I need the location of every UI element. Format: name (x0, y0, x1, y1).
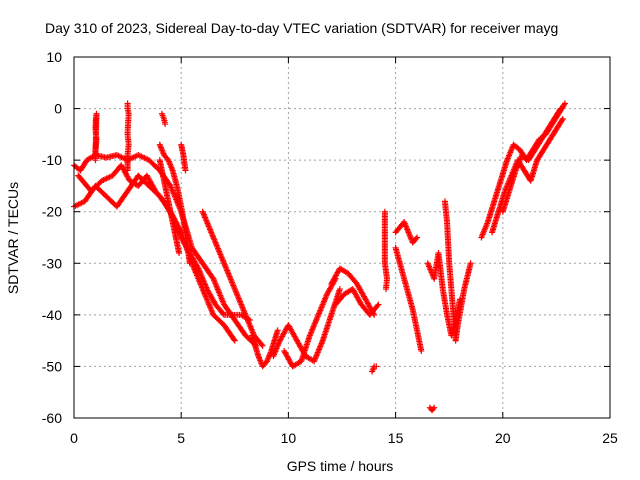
data-point (375, 301, 382, 308)
data-point (258, 341, 265, 348)
grid-lines (74, 57, 610, 418)
series-track-h (332, 286, 382, 318)
y-tick-label: 0 (54, 101, 62, 117)
y-axis-title: SDTVAR / TECUs (5, 182, 21, 294)
data-series (71, 100, 568, 414)
series-track-b (71, 172, 238, 344)
series-spike-3 (156, 157, 183, 256)
series-track-j (392, 244, 425, 354)
data-point (259, 342, 266, 349)
data-point (559, 115, 566, 122)
data-point (162, 121, 169, 128)
data-point (220, 310, 227, 317)
series-bottom-2 (369, 363, 380, 375)
y-tick-label: 10 (46, 49, 62, 65)
data-point (431, 404, 438, 411)
y-tick-label: -10 (42, 152, 62, 168)
data-point (418, 347, 425, 354)
data-point (561, 100, 568, 107)
series-spike-5 (178, 141, 189, 174)
data-point (556, 106, 563, 113)
data-point (124, 100, 131, 107)
series-tail-4 (156, 141, 193, 267)
x-tick-label: 10 (281, 430, 297, 446)
data-point (382, 286, 389, 293)
y-tick-label: -60 (42, 410, 62, 426)
series-rise-2 (489, 115, 566, 236)
data-point (412, 235, 419, 242)
data-point (559, 117, 566, 124)
y-tick-label: -30 (42, 255, 62, 271)
data-point (336, 286, 343, 293)
x-axis-title: GPS time / hours (287, 458, 394, 474)
series-track-l (441, 198, 474, 344)
data-point (414, 234, 421, 241)
series-bottom-1 (248, 327, 281, 370)
series-spike-8 (426, 404, 438, 414)
data-point (186, 260, 193, 267)
series-track-i (392, 219, 421, 246)
data-point (561, 101, 568, 108)
x-tick-label: 20 (495, 430, 511, 446)
x-tick-label: 25 (602, 430, 618, 446)
data-point (467, 260, 474, 267)
x-tick-label: 0 (70, 430, 78, 446)
data-point (374, 302, 381, 309)
y-tick-label: -50 (42, 358, 62, 374)
data-point (430, 405, 437, 412)
y-tick-label: -20 (42, 204, 62, 220)
series-track-g (328, 265, 378, 318)
series-spike-7 (381, 208, 391, 293)
series-spike-6 (158, 110, 169, 128)
series-track-d (199, 208, 266, 349)
x-tick-label: 5 (177, 430, 185, 446)
data-point (182, 167, 189, 174)
axis-ticks: 0 5 10 15 20 25 -60 -50 -40 -30 -20 -10 0 10 (42, 49, 618, 446)
data-point (373, 363, 380, 370)
series-spike-1 (92, 110, 100, 164)
series-rise-3 (499, 105, 564, 215)
chart-title: Day 310 of 2023, Sidereal Day-to-day VTE… (45, 20, 558, 36)
data-point (231, 337, 238, 344)
x-tick-label: 15 (388, 430, 404, 446)
plot-frame (73, 56, 611, 419)
y-tick-label: -40 (42, 307, 62, 323)
data-point (230, 336, 237, 343)
data-point (176, 249, 183, 256)
series-spike-2 (124, 100, 132, 174)
data-point (557, 105, 564, 112)
data-point (274, 327, 281, 334)
data-point (92, 151, 99, 158)
